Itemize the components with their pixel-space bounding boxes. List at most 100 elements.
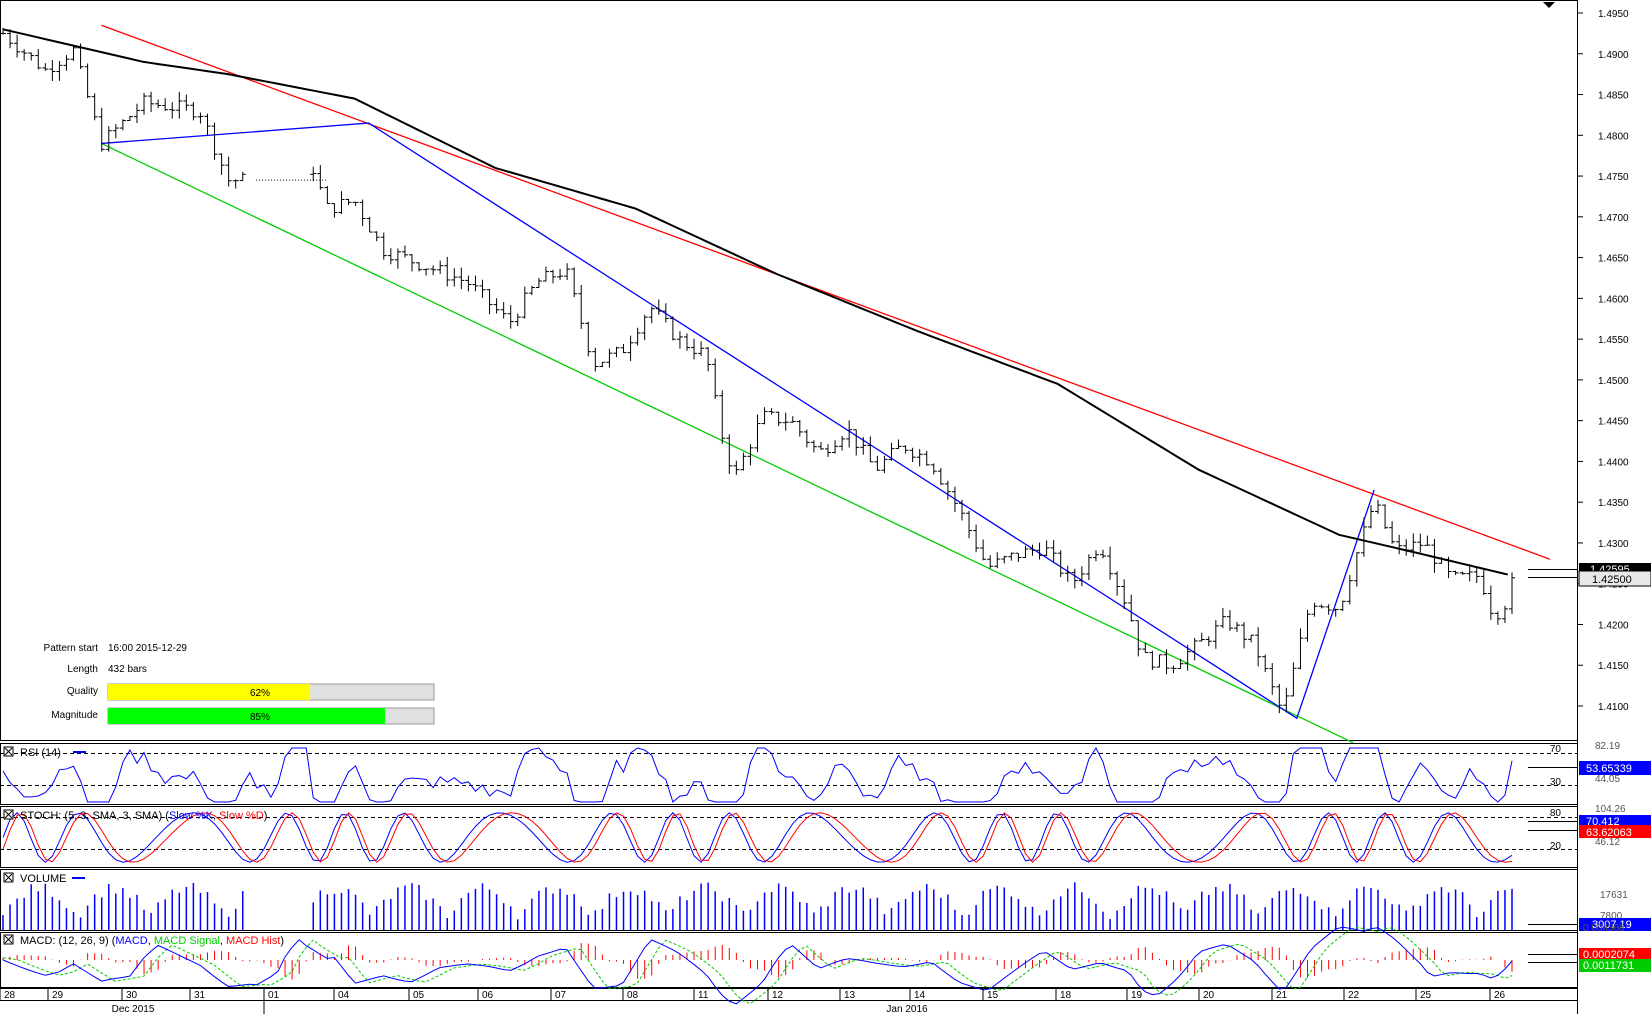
price-tick-label: 1.4650 xyxy=(1598,254,1629,265)
day-label: 19 xyxy=(1131,990,1143,1001)
price-bar xyxy=(1205,636,1212,647)
price-bar xyxy=(1085,554,1092,581)
day-label: 07 xyxy=(555,990,567,1001)
day-label: 04 xyxy=(338,990,350,1001)
price-bar xyxy=(1297,628,1304,670)
price-bar xyxy=(1128,594,1135,622)
price-bar xyxy=(211,122,218,160)
price-bar xyxy=(775,411,782,427)
price-bar xyxy=(1255,627,1262,667)
price-bar xyxy=(599,361,606,368)
rsi-panel-frame xyxy=(0,743,1578,805)
price-bar xyxy=(28,52,35,61)
price-bar xyxy=(1226,610,1233,632)
price-bar xyxy=(1269,663,1276,695)
price-bar xyxy=(740,452,747,471)
price-bar xyxy=(1163,649,1170,675)
day-label: 08 xyxy=(627,990,639,1001)
price-bar xyxy=(408,254,415,272)
price-bar xyxy=(980,539,987,561)
price-bar xyxy=(148,91,155,113)
day-label: 21 xyxy=(1276,990,1288,1001)
day-label: 22 xyxy=(1348,990,1360,1001)
price-bar xyxy=(507,305,514,329)
price-bar xyxy=(557,268,564,280)
price-tick-label: 1.4350 xyxy=(1598,498,1629,509)
stoch-level-80: 80 xyxy=(1550,808,1562,819)
rsi-header: RSI (14) 70 30 82.19 44.05 53.65339 xyxy=(3,741,1651,788)
price-bar xyxy=(1022,545,1029,559)
price-bar xyxy=(119,119,126,131)
stoch-close: ) xyxy=(264,810,268,822)
price-bar xyxy=(465,275,472,292)
rsi-line xyxy=(2,746,1513,803)
price-bar xyxy=(500,302,507,319)
price-bar xyxy=(846,420,853,448)
price-bar xyxy=(719,390,726,444)
magnitude-value: 85% xyxy=(250,712,270,723)
price-markers: 1.42595 1.42500 xyxy=(1528,563,1651,587)
price-bar xyxy=(860,437,867,455)
macd-signal-value: 0.0011731 xyxy=(1583,960,1634,972)
stoch-k-marker xyxy=(1579,815,1651,827)
price-bar xyxy=(564,263,571,280)
indicator-levels xyxy=(0,753,1577,850)
macd-panel-frame xyxy=(0,932,1578,988)
pattern-start-value: 16:00 2015-12-29 xyxy=(108,643,187,654)
price-bar xyxy=(1424,535,1431,546)
price-tick-label: 1.4200 xyxy=(1598,620,1629,631)
price-bar xyxy=(1029,544,1036,556)
day-label: 11 xyxy=(698,990,709,1001)
stoch-k-line xyxy=(2,812,1513,863)
price-bar xyxy=(944,480,951,500)
price-bar xyxy=(747,444,754,466)
price-bar xyxy=(35,49,42,70)
day-label: 14 xyxy=(914,990,926,1001)
price-tick-label: 1.4900 xyxy=(1598,50,1629,61)
price-bar xyxy=(451,268,458,287)
price-bar xyxy=(683,333,690,351)
price-bar xyxy=(542,266,549,282)
day-label: 15 xyxy=(987,990,999,1001)
price-bar xyxy=(42,63,49,71)
price-bar xyxy=(0,27,6,35)
stoch-d-line xyxy=(2,812,1513,863)
price-bar xyxy=(1410,533,1417,558)
price-bar xyxy=(1092,550,1099,562)
pattern-line xyxy=(101,122,1375,720)
price-bar xyxy=(1170,665,1177,674)
price-bar xyxy=(1360,517,1367,557)
chart-options-icon[interactable] xyxy=(1543,2,1555,8)
price-bar xyxy=(585,321,592,357)
price-bar xyxy=(1248,634,1255,643)
price-bar xyxy=(810,440,817,453)
volume-panel-frame xyxy=(0,869,1578,931)
price-bar xyxy=(1375,499,1382,514)
price-bar xyxy=(373,231,380,242)
price-bar xyxy=(70,45,77,61)
price-bar xyxy=(345,198,352,206)
price-bar xyxy=(239,171,246,182)
price-tick-label: 1.4850 xyxy=(1598,91,1629,102)
price-bar xyxy=(937,467,944,485)
price-bar xyxy=(578,284,585,329)
price-bar xyxy=(641,314,648,341)
price-bar xyxy=(1480,569,1487,596)
price-bar xyxy=(1015,552,1022,562)
price-bar xyxy=(1290,662,1297,697)
price-bar xyxy=(1001,555,1008,564)
price-bar xyxy=(430,265,437,276)
price-bar xyxy=(853,429,860,456)
day-label: 25 xyxy=(1420,990,1432,1001)
price-bar xyxy=(1452,570,1459,575)
price-bar xyxy=(973,524,980,553)
price-bar xyxy=(479,279,486,298)
stoch-d-value: 63.62063 xyxy=(1586,827,1632,839)
price-bar xyxy=(867,436,874,463)
price-bar xyxy=(754,414,761,453)
price-bar xyxy=(1431,538,1438,573)
price-bar xyxy=(1346,574,1353,605)
stoch-k-label: Slow %K xyxy=(169,810,214,822)
price-bar xyxy=(1276,683,1283,714)
day-label: 12 xyxy=(772,990,784,1001)
